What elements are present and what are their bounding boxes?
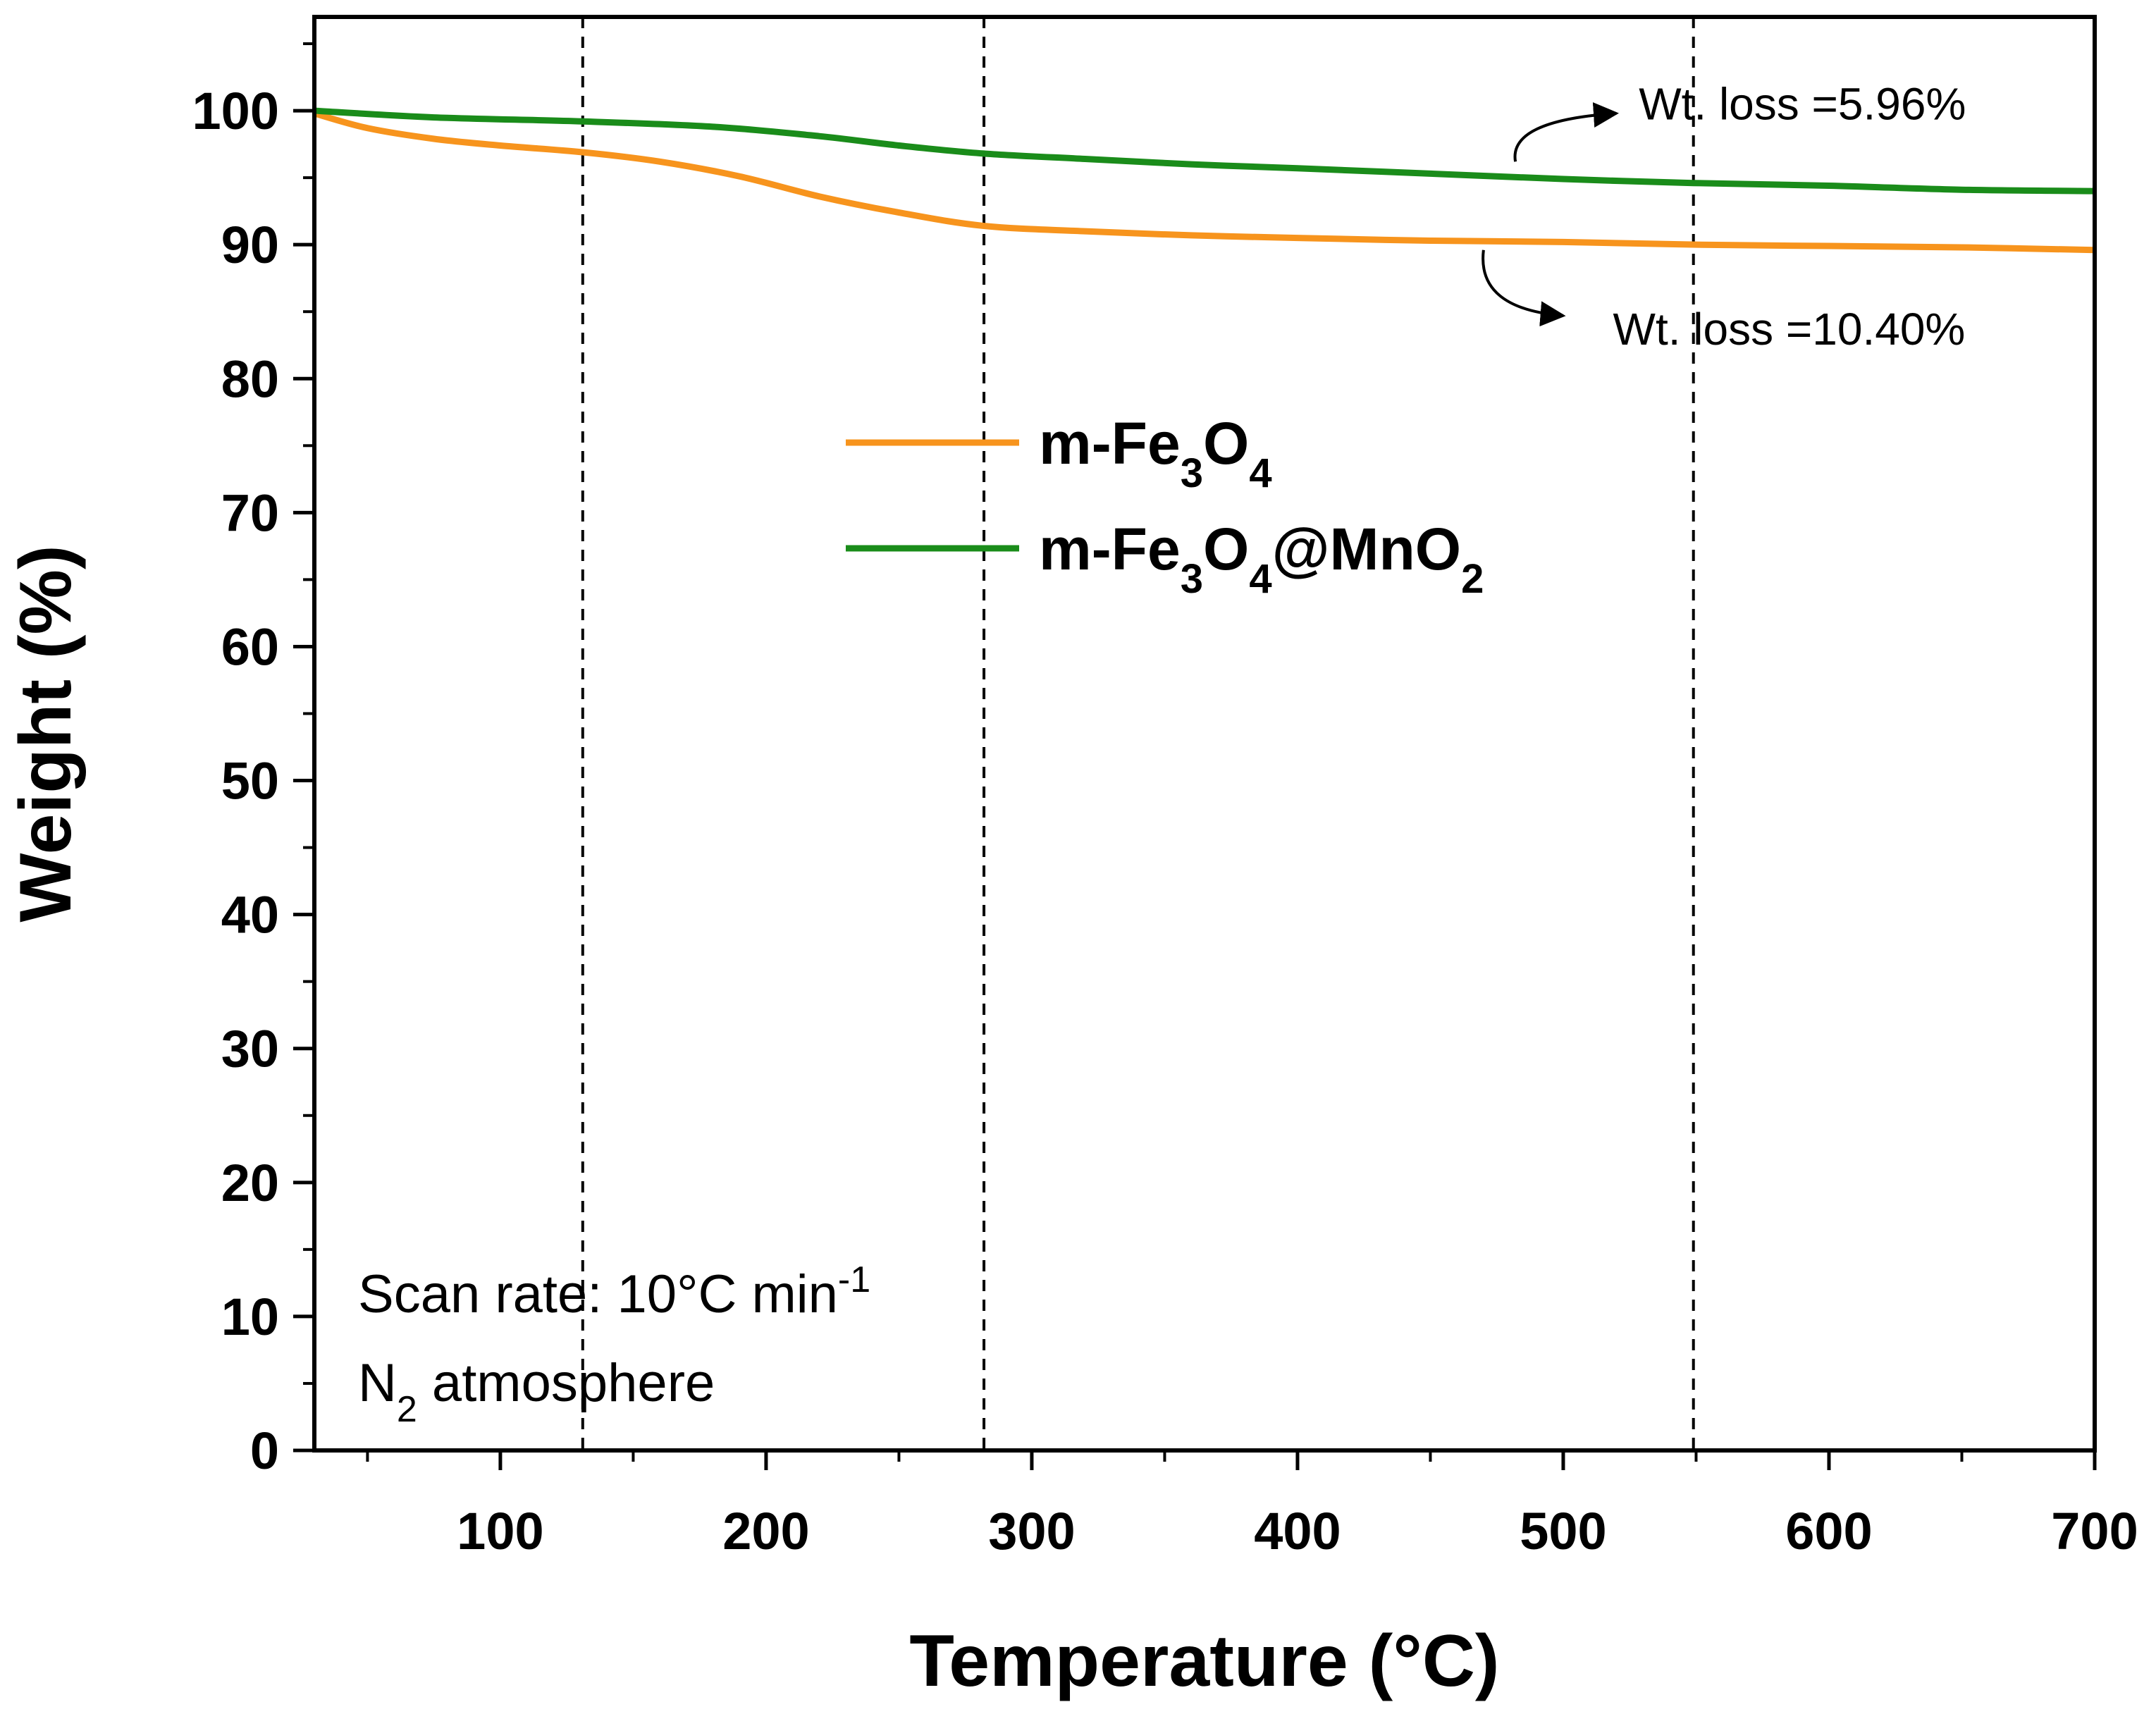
x-tick-label: 100	[457, 1502, 543, 1560]
series-layer	[313, 107, 2095, 254]
y-tick-label: 40	[221, 886, 279, 944]
y-tick-label: 20	[221, 1154, 279, 1212]
y-tick-label: 90	[221, 216, 279, 274]
annotation-arrow-1	[1513, 102, 1619, 162]
x-tick-label: 700	[2051, 1502, 2138, 1560]
series-line-2	[314, 107, 2095, 195]
x-tick-label: 300	[988, 1502, 1075, 1560]
y-axis-ticks: 0 10 20 30 40 50 60 70 80 90 100	[192, 42, 314, 1480]
series-line-1	[313, 110, 2095, 254]
x-tick-label: 500	[1520, 1502, 1606, 1560]
y-tick-label: 10	[221, 1288, 279, 1346]
note-2: N2 atmosphere	[358, 1353, 715, 1430]
note-1: Scan rate: 10°C min-1	[358, 1259, 870, 1324]
annotations: Wt. loss =5.96% Wt. loss =10.40%	[1482, 79, 1966, 354]
legend-label-1: m-Fe3O4	[1039, 410, 1272, 496]
y-tick-label: 50	[221, 752, 279, 810]
plot-frame	[312, 15, 2097, 1453]
y-tick-label: 30	[221, 1020, 279, 1078]
y-tick-label: 100	[192, 82, 279, 140]
x-axis-ticks: 100 200 300 400 500 600 700	[366, 1450, 2138, 1560]
notes: Scan rate: 10°C min-1 N2 atmosphere	[358, 1259, 870, 1430]
annotation-label-2: Wt. loss =10.40%	[1613, 304, 1966, 354]
x-tick-label: 400	[1254, 1502, 1341, 1560]
reference-lines	[581, 17, 1695, 1450]
annotation-arrow-2	[1482, 249, 1566, 327]
y-tick-label: 60	[221, 617, 279, 676]
y-axis-title: Weight (%)	[5, 545, 87, 922]
legend-label-2: m-Fe3O4@MnO2	[1039, 516, 1484, 602]
annotation-label-1: Wt. loss =5.96%	[1639, 79, 1966, 130]
y-tick-label: 0	[250, 1422, 279, 1480]
y-tick-label: 80	[221, 350, 279, 408]
y-tick-label: 70	[221, 483, 279, 542]
x-tick-label: 200	[722, 1502, 809, 1560]
x-tick-label: 600	[1785, 1502, 1872, 1560]
legend: m-Fe3O4 m-Fe3O4@MnO2	[846, 410, 1484, 602]
x-axis-title: Temperature (°C)	[909, 1620, 1499, 1702]
